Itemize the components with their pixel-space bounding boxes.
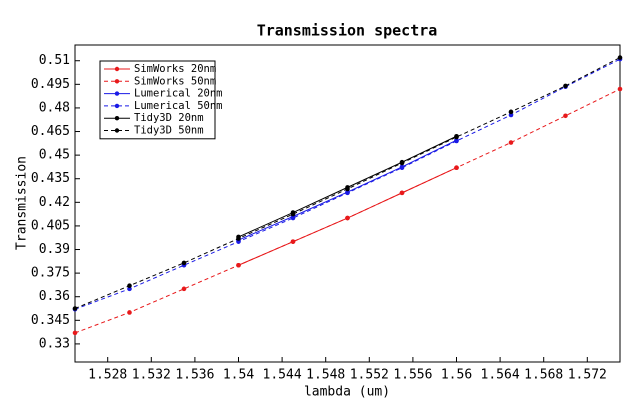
x-tick-label: 1.572 xyxy=(568,368,607,383)
data-point xyxy=(72,306,78,311)
data-point xyxy=(399,160,405,166)
x-tick-label: 1.56 xyxy=(441,368,472,383)
plot-area xyxy=(72,55,623,336)
x-tick-label: 1.544 xyxy=(263,368,302,383)
data-point xyxy=(236,239,241,244)
data-point xyxy=(290,239,296,244)
x-tick-label: 1.536 xyxy=(175,368,214,383)
y-tick-label: 0.345 xyxy=(31,313,70,328)
legend-marker xyxy=(114,91,120,96)
y-tick-label: 0.36 xyxy=(39,289,70,304)
data-point xyxy=(508,109,514,115)
legend-label: Tidy3D 20nm xyxy=(134,112,204,124)
data-point xyxy=(345,186,350,192)
y-tick-label: 0.495 xyxy=(31,77,70,92)
x-tick-label: 1.548 xyxy=(306,368,345,383)
legend-marker xyxy=(114,79,120,84)
y-tick-label: 0.465 xyxy=(31,124,70,139)
legend-label: SimWorks 20nm xyxy=(134,63,216,75)
data-point xyxy=(508,112,514,118)
legend-label: Lumerical 50nm xyxy=(134,100,223,112)
legend-marker xyxy=(114,66,120,72)
chart-title: Transmission spectra xyxy=(257,22,438,40)
y-tick-label: 0.39 xyxy=(39,242,70,257)
y-tick-label: 0.42 xyxy=(39,195,70,210)
x-tick-label: 1.556 xyxy=(393,368,432,383)
data-point xyxy=(454,165,459,171)
y-tick-label: 0.33 xyxy=(39,336,70,351)
data-point xyxy=(454,134,459,140)
y-tick-label: 0.405 xyxy=(31,218,70,233)
y-axis-label: Transmission xyxy=(15,156,30,250)
y-tick-label: 0.435 xyxy=(31,171,70,186)
legend-label: Lumerical 20nm xyxy=(134,88,223,100)
plot-frame xyxy=(74,44,621,363)
data-point xyxy=(72,330,78,336)
x-tick-label: 1.532 xyxy=(132,368,171,383)
legend-marker xyxy=(114,128,120,133)
data-point xyxy=(563,113,568,119)
y-tick-label: 0.375 xyxy=(31,266,70,281)
x-tick-label: 1.528 xyxy=(88,368,127,383)
data-point xyxy=(345,215,350,221)
data-point xyxy=(127,286,132,292)
data-point xyxy=(236,236,241,241)
data-point xyxy=(127,283,132,288)
data-point xyxy=(617,55,623,60)
x-tick-label: 1.54 xyxy=(223,368,254,383)
y-tick-label: 0.48 xyxy=(39,100,70,115)
x-tick-label: 1.552 xyxy=(350,368,389,383)
data-point xyxy=(345,190,350,196)
x-tick-label: 1.568 xyxy=(524,368,563,383)
data-point xyxy=(508,140,514,145)
legend-box xyxy=(99,60,216,140)
legend-label: SimWorks 50nm xyxy=(134,75,216,87)
x-tick-label: 1.564 xyxy=(481,368,520,383)
y-tick-label: 0.45 xyxy=(39,148,70,163)
legend-marker xyxy=(114,103,120,109)
y-tick-label: 0.51 xyxy=(39,53,70,68)
data-point xyxy=(399,190,405,196)
legend-label: Tidy3D 50nm xyxy=(134,125,204,137)
legend-marker xyxy=(114,116,120,121)
data-point xyxy=(181,260,187,266)
data-point xyxy=(563,83,568,89)
data-point xyxy=(290,211,296,217)
data-point xyxy=(181,286,187,292)
x-axis-label: lambda (um) xyxy=(304,385,390,400)
data-point xyxy=(236,262,241,268)
data-point xyxy=(399,165,405,171)
data-point xyxy=(617,86,623,92)
data-point xyxy=(290,215,296,221)
data-point xyxy=(127,310,132,315)
data-point xyxy=(454,138,459,144)
